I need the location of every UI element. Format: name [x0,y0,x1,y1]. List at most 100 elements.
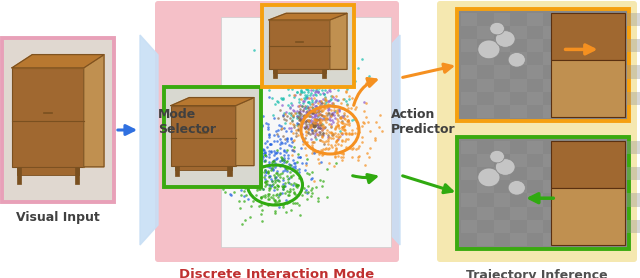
Point [239,175,249,179]
Point [307,145,317,150]
Point [308,45,319,49]
Point [291,182,301,186]
Point [337,120,347,125]
Point [260,177,271,181]
Point [303,105,314,109]
Point [325,113,335,117]
Point [275,192,285,196]
Point [336,115,346,120]
Point [241,148,251,153]
Point [266,148,276,153]
Point [311,104,321,109]
Point [289,92,300,97]
Point [328,131,339,136]
Bar [510,207,527,220]
Point [310,85,321,90]
Point [233,165,243,169]
Text: Mode
Selector: Mode Selector [158,108,216,136]
Point [282,168,292,173]
Point [263,162,273,167]
Point [307,122,317,126]
Point [324,86,335,91]
Point [252,154,262,158]
Point [332,125,342,130]
Point [254,187,264,191]
Point [290,192,300,196]
Point [304,36,314,41]
Point [316,130,326,134]
Point [259,114,269,119]
Point [260,195,270,199]
Point [293,128,303,132]
Point [342,121,352,126]
Point [307,78,317,82]
Point [331,148,341,153]
Point [255,150,266,154]
Point [307,109,317,114]
Point [264,185,275,190]
Text: Discrete Interaction Mode: Discrete Interaction Mode [179,269,374,278]
Point [318,122,328,127]
Bar [461,13,625,117]
Bar [477,26,494,39]
Point [324,72,334,76]
Point [306,114,316,118]
Point [332,78,342,82]
Point [317,138,327,143]
FancyArrowPatch shape [353,175,376,183]
Bar [227,166,232,176]
Point [326,124,337,129]
Point [312,122,323,127]
Point [307,111,317,116]
Point [315,91,325,96]
Bar [559,66,576,79]
Point [330,149,340,153]
Point [276,102,287,107]
Point [302,139,312,144]
Point [319,140,330,145]
Point [310,107,320,112]
Point [288,157,298,162]
Point [248,199,258,203]
Point [333,154,343,159]
Point [287,79,298,83]
Point [239,218,250,223]
Point [312,126,323,131]
Point [312,90,323,94]
Bar [74,167,79,184]
Point [313,89,323,93]
Bar [477,180,494,193]
Polygon shape [236,98,254,166]
Point [281,198,291,202]
Point [301,106,311,111]
Point [292,168,302,172]
Point [294,59,305,64]
Point [280,32,291,36]
Point [252,188,262,192]
Point [313,79,323,83]
Point [302,95,312,100]
Point [256,181,266,185]
Point [260,141,271,145]
Point [243,120,253,124]
Point [299,114,309,118]
Point [323,103,333,108]
Point [287,65,298,69]
Point [280,140,290,145]
Point [290,77,300,81]
Point [331,124,341,129]
Point [296,97,306,101]
Point [260,121,271,126]
Point [273,133,283,138]
Point [323,29,333,33]
Point [343,119,353,124]
Point [276,157,287,161]
Point [332,110,342,115]
Point [262,145,272,150]
Point [234,175,244,179]
Point [278,79,288,84]
Point [324,118,335,122]
Point [305,102,315,106]
Point [317,134,327,139]
Point [294,110,305,115]
